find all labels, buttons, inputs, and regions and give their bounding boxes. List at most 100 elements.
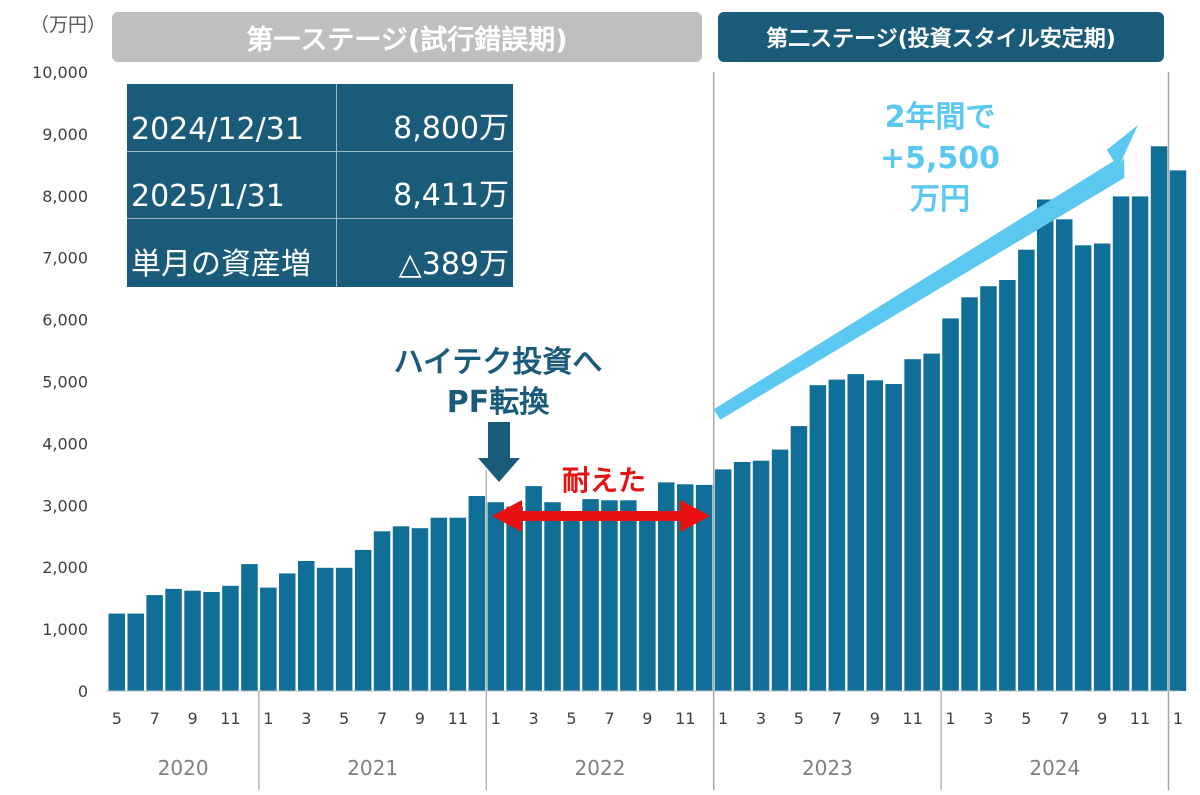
x-tick-label: 1: [718, 709, 728, 728]
x-tick-label: 5: [566, 709, 576, 728]
x-tick-label: 1: [1173, 709, 1183, 728]
bars: [108, 146, 1187, 692]
stage2-banner: 第二ステージ(投資スタイル安定期): [718, 12, 1164, 62]
bar-2023-12: [923, 353, 940, 691]
x-tick-label: 7: [604, 709, 614, 728]
bar-2024-06: [1037, 199, 1054, 691]
bar-2022-12: [695, 484, 713, 691]
x-tick-label: 11: [220, 709, 240, 728]
bar-2024-08: [1074, 245, 1092, 692]
bar-2023-08: [847, 374, 864, 691]
bar-2021-12: [468, 496, 486, 691]
bar-2024-05: [1018, 249, 1035, 691]
year-label: 2021: [347, 756, 398, 780]
bar-2021-08: [392, 526, 410, 691]
bar-2023-10: [885, 384, 902, 691]
bar-2020-12: [241, 564, 258, 691]
bar-2020-05: [108, 613, 125, 691]
growth-annotation-line2: +5,500: [880, 141, 1000, 176]
summary-row2-value: 8,411万: [337, 152, 513, 220]
growth-annotation-line1: 2年間で: [885, 100, 996, 135]
bar-2022-04: [544, 502, 561, 691]
summary-row3-value: △389万: [398, 246, 509, 282]
bar-2023-02: [733, 462, 751, 691]
bar-2023-05: [790, 426, 808, 691]
year-label: 2022: [575, 756, 626, 780]
bar-2024-10: [1112, 196, 1130, 691]
x-tick-label: 11: [448, 709, 468, 728]
summary-row2-label: 2025/1/31: [127, 151, 337, 220]
bar-2023-03: [752, 460, 770, 691]
x-axis-month-labels: 5 7 9 11 1 3 5 7 9 11 1 3 5 7 9 11 1 3 5 7 9 11 1 3 5 7 9 11 1: [112, 709, 1183, 728]
bar-2025-01: [1169, 170, 1187, 691]
y-tick-label: 4,000: [42, 434, 88, 453]
y-tick-label: 6,000: [42, 311, 88, 330]
bar-2020-08: [165, 588, 182, 691]
bar-2020-06: [127, 613, 144, 691]
y-tick-label: 3,000: [42, 496, 88, 515]
x-axis-year-labels: 2020 2021 2022 2023 2024: [158, 756, 1081, 780]
x-tick-label: 1: [945, 709, 955, 728]
stage1-banner: 第一ステージ(試行錯誤期): [112, 12, 702, 62]
bar-2020-10: [203, 592, 220, 691]
bar-2022-03: [525, 486, 542, 691]
endured-annotation: 耐えた: [562, 464, 646, 497]
summary-row1-value: 8,800万: [337, 84, 513, 152]
x-tick-label: 7: [150, 709, 160, 728]
bar-2021-03: [298, 561, 315, 691]
x-tick-label: 5: [339, 709, 349, 728]
x-tick-label: 9: [870, 709, 880, 728]
pf-annotation-line1: ハイテク投資へ: [394, 345, 603, 380]
bar-2021-09: [411, 528, 429, 691]
bar-2022-07: [601, 500, 618, 691]
summary-table: 2024/12/31 8,800万 2025/1/31 8,411万 単月の資産…: [127, 84, 513, 287]
x-tick-label: 11: [1130, 709, 1150, 728]
growth-arrow: [713, 125, 1138, 420]
y-tick-label: 0: [78, 682, 88, 701]
pf-transition-down-arrow: [478, 422, 520, 482]
endured-double-arrow: [492, 500, 710, 532]
bar-2022-01: [487, 502, 504, 691]
y-axis-unit-label: （万円）: [30, 14, 107, 36]
y-tick-label: 8,000: [42, 187, 88, 206]
bar-2024-01: [942, 318, 959, 691]
bar-2021-02: [279, 573, 296, 691]
bar-2021-06: [354, 549, 372, 691]
x-tick-label: 7: [1059, 709, 1069, 728]
x-tick-label: 1: [263, 709, 273, 728]
y-tick-label: 5,000: [42, 373, 88, 392]
bar-2023-06: [809, 385, 827, 691]
bar-2022-10: [658, 482, 675, 691]
pf-annotation-line2: PF転換: [447, 385, 550, 420]
bar-2021-04: [316, 567, 334, 691]
x-tick-label: 3: [301, 709, 311, 728]
x-tick-label: 11: [675, 709, 695, 728]
bar-2024-07: [1056, 219, 1073, 692]
bar-2022-05: [563, 512, 580, 691]
bar-2021-07: [373, 531, 391, 691]
bar-2020-11: [222, 585, 239, 691]
x-tick-label: 11: [902, 709, 922, 728]
bar-2023-09: [866, 380, 883, 691]
bar-2020-09: [184, 590, 201, 691]
bar-2023-11: [904, 359, 921, 691]
divider-lines: [258, 72, 1170, 790]
bar-2024-03: [980, 286, 997, 691]
x-tick-label: 1: [491, 709, 501, 728]
bar-2022-06: [582, 499, 599, 691]
summary-row3-label: 単月の資産増: [127, 219, 337, 287]
x-tick-label: 5: [112, 709, 122, 728]
summary-row1-label: 2024/12/31: [127, 84, 337, 152]
bar-2024-11: [1131, 196, 1149, 691]
year-label: 2024: [1029, 756, 1080, 780]
bar-2022-11: [677, 484, 694, 691]
y-tick-label: 7,000: [42, 249, 88, 268]
x-tick-label: 9: [415, 709, 425, 728]
bar-2021-11: [449, 517, 467, 691]
x-tick-label: 3: [756, 709, 766, 728]
y-tick-label: 9,000: [42, 125, 88, 144]
bar-2024-02: [961, 297, 978, 691]
bar-2020-07: [146, 595, 163, 691]
x-tick-label: 3: [983, 709, 993, 728]
